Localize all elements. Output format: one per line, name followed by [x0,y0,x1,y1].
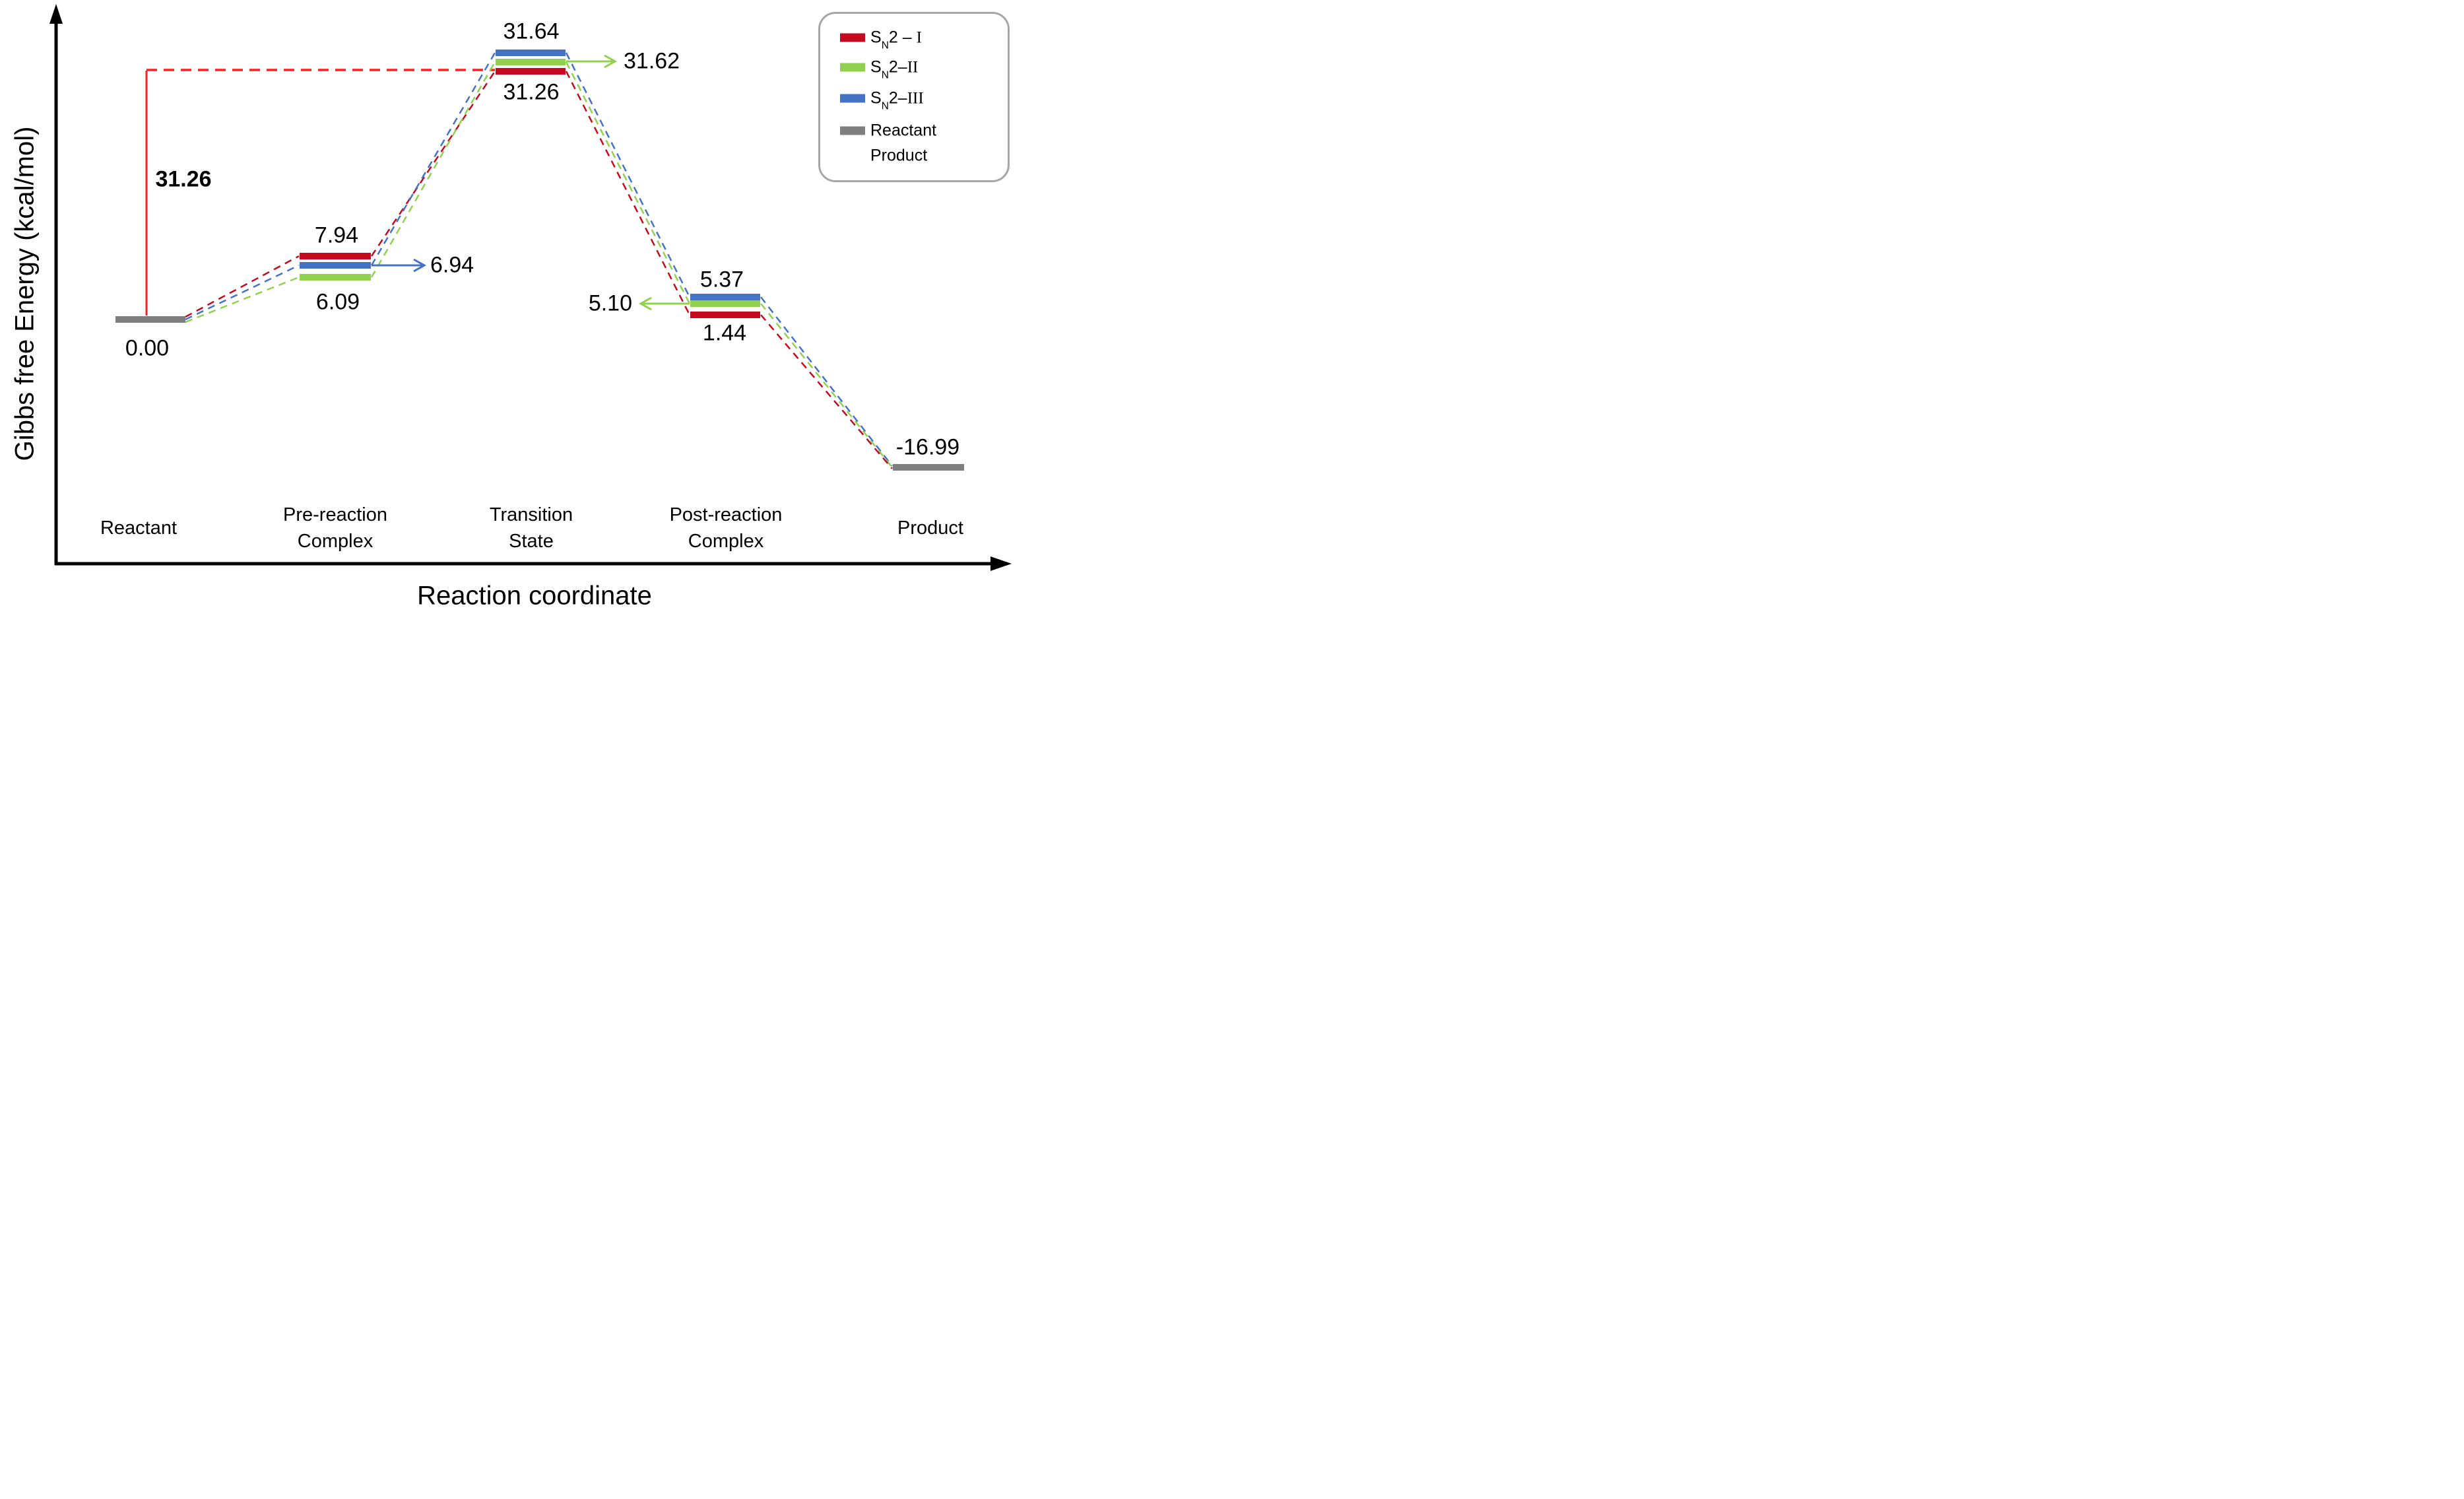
post-sn2-iii-energy-value: 5.37 [699,267,744,292]
ts-level-sn2-iii-bar [496,50,566,56]
pre-sn2-ii-energy-value: 6.09 [315,289,360,315]
product-level-bar [893,464,964,471]
connector-sn2-iii-reactant-pre [185,264,300,321]
legend: SN2 – I SN2–II SN2–III Reactant Product [818,12,1010,182]
stage-label-reactant: Reactant [100,517,178,539]
connector-sn2-iii-ts-post [565,52,691,298]
legend-swatch-endpoints [840,126,865,135]
pre-sn2-iii-energy-value: 6.94 [430,252,474,278]
ts-sn2-i-energy-value: 31.26 [503,79,560,105]
arrow-left-icon [638,296,652,311]
x-axis-arrowhead-icon [990,556,1012,571]
connector-sn2-iii-post-product [760,296,893,467]
pre-level-sn2-ii-bar [300,274,371,281]
stage-label-post-reaction: Post-reaction Complex [670,502,783,554]
ts-level-sn2-ii-bar [496,59,566,65]
post-sn2-i-energy-value: 1.44 [702,320,747,346]
y-axis-arrowhead-icon [49,4,63,24]
legend-swatch-sn2-iii [840,94,865,103]
reaction-energy-diagram: 0.00 7.94 6.94 6.09 31.64 31.62 31.26 5.… [0,0,1020,620]
arrow-right-icon [413,258,427,273]
connector-sn2-ii-pre-ts [370,61,496,278]
arrow-right-icon [604,54,618,69]
stage-label-product: Product [897,517,963,539]
post-sn2-ii-energy-value: 5.10 [588,290,632,316]
pre-sn2-iii-value-arrow [372,258,427,273]
legend-swatch-sn2-i [840,33,865,42]
legend-label-endpoints-line1: Reactant [870,121,937,140]
stage-label-post-line1: Post-reaction [669,504,783,525]
ts-level-sn2-i-bar [496,68,566,75]
stage-label-pre-line1: Pre-reaction [283,504,387,525]
product-energy-value: -16.99 [895,434,960,460]
connector-sn2-ii-reactant-pre [185,276,300,323]
pre-level-sn2-i-bar [300,253,371,259]
connector-sn2-ii-post-product [760,303,893,468]
legend-label-sn2-iii: SN2–III [870,88,924,112]
y-axis-title: Gibbs free Energy (kcal/mol) [10,126,40,461]
legend-label-sn2-ii: SN2–II [870,57,919,81]
x-axis-title: Reaction coordinate [417,581,652,611]
post-level-sn2-i-bar [690,312,760,318]
reactant-energy-value: 0.00 [125,335,170,361]
reactant-level-bar [115,316,185,323]
legend-label-endpoints-line2: Product [870,146,928,165]
stage-label-pre-reaction: Pre-reaction Complex [283,502,387,554]
ts-sn2-ii-energy-value: 31.62 [624,48,680,74]
post-sn2-ii-value-arrow [638,296,690,311]
activation-barrier-value: 31.26 [155,166,212,192]
stage-label-transition-state: Transition State [490,502,573,554]
connector-sn2-i-ts-post [565,71,691,316]
connector-sn2-iii-pre-ts [370,52,496,266]
post-level-sn2-iii-bar [690,294,760,300]
pre-sn2-i-energy-value: 7.94 [314,222,359,248]
ts-sn2-ii-value-arrow [566,54,618,69]
diagram-lines [49,4,1012,571]
connector-sn2-i-pre-ts [370,71,496,257]
legend-label-sn2-i: SN2 – I [870,28,922,51]
connector-sn2-i-reactant-pre [185,255,300,318]
legend-swatch-sn2-ii [840,63,865,72]
post-level-sn2-ii-bar [690,300,760,307]
connector-sn2-i-post-product [760,314,893,469]
stage-label-post-line2: Complex [688,531,764,552]
pre-level-sn2-iii-bar [300,262,371,269]
stage-label-pre-line2: Complex [297,531,373,552]
stage-label-ts-line2: State [509,531,554,552]
connector-sn2-ii-ts-post [565,61,691,304]
stage-label-ts-line1: Transition [489,504,573,525]
ts-sn2-iii-energy-value: 31.64 [503,18,560,44]
